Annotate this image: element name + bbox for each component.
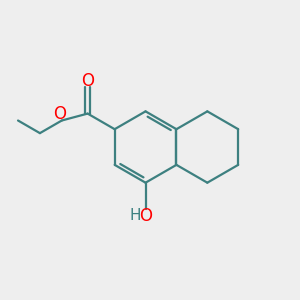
Text: H: H bbox=[129, 208, 141, 224]
Text: O: O bbox=[81, 73, 94, 91]
Text: O: O bbox=[139, 207, 152, 225]
Text: O: O bbox=[53, 105, 66, 123]
